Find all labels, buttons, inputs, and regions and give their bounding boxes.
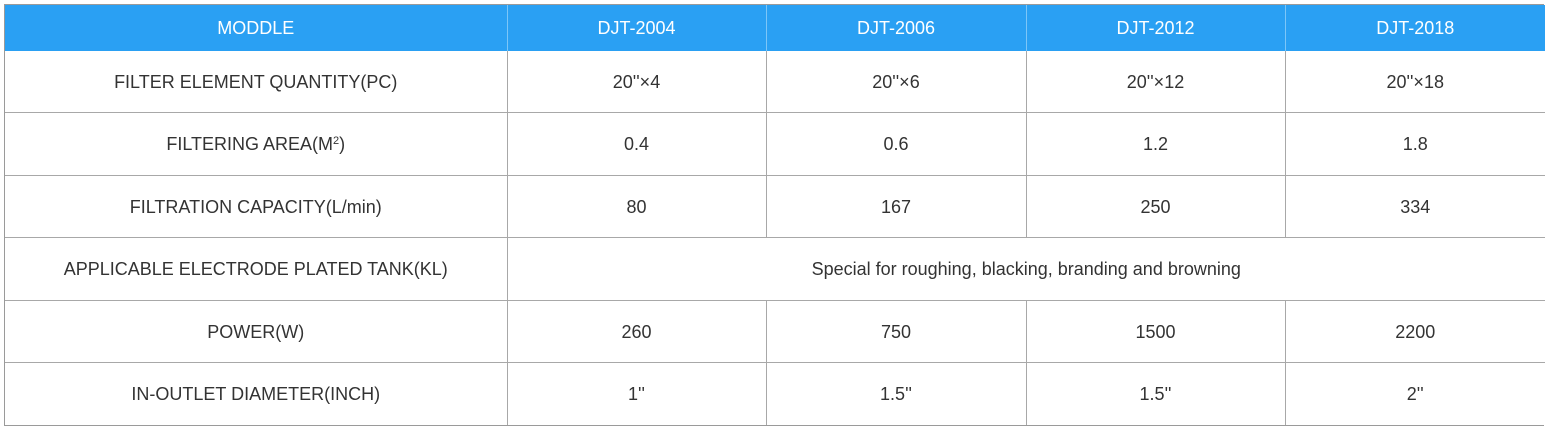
table-header-row: MODDLE DJT-2004 DJT-2006 DJT-2012 DJT-20…	[5, 5, 1545, 51]
row-label: FILTRATION CAPACITY(L/min)	[5, 174, 508, 239]
row-label-main: FILTERING AREA(M	[166, 134, 334, 155]
row-label: FILTER ELEMENT QUANTITY(PC)	[5, 51, 508, 114]
table-cell: 2''	[1284, 362, 1545, 425]
table-cell: 0.4	[506, 112, 767, 176]
table-cell: 20''×12	[1025, 51, 1286, 114]
table-cell: 1.5''	[765, 362, 1027, 425]
row-label: IN-OUTLET DIAMETER(INCH)	[5, 362, 508, 425]
table-cell: 334	[1284, 174, 1545, 239]
header-cell-djt-2012: DJT-2012	[1025, 5, 1286, 51]
table-cell: 20''×18	[1284, 51, 1545, 114]
table-cell: 1''	[506, 362, 767, 425]
table-cell: 0.6	[765, 112, 1027, 176]
header-cell-djt-2004: DJT-2004	[506, 5, 767, 51]
table-cell: 167	[765, 174, 1027, 239]
table-cell: 1.8	[1284, 112, 1545, 176]
table-cell: 20''×6	[765, 51, 1027, 114]
table-cell: 250	[1025, 174, 1286, 239]
header-cell-djt-2018: DJT-2018	[1284, 5, 1545, 51]
table-cell: 750	[765, 299, 1027, 364]
row-label-end: )	[339, 134, 346, 155]
header-cell-model: MODDLE	[5, 5, 508, 51]
table-row: IN-OUTLET DIAMETER(INCH) 1'' 1.5'' 1.5''…	[5, 362, 1545, 425]
table-row: FILTERING AREA(M2) 0.4 0.6 1.2 1.8	[5, 112, 1545, 176]
table-cell: 1.5''	[1025, 362, 1286, 425]
table-cell: 1500	[1025, 299, 1286, 364]
spec-table: MODDLE DJT-2004 DJT-2006 DJT-2012 DJT-20…	[5, 5, 1545, 425]
table-cell: 2200	[1284, 299, 1545, 364]
table-cell: 260	[506, 299, 767, 364]
table-row: FILTER ELEMENT QUANTITY(PC) 20''×4 20''×…	[5, 51, 1545, 114]
spec-table-container: MODDLE DJT-2004 DJT-2006 DJT-2012 DJT-20…	[4, 4, 1545, 426]
row-label-superscript: 2	[333, 135, 340, 148]
row-label: FILTERING AREA(M2)	[5, 112, 508, 176]
row-label: POWER(W)	[5, 299, 508, 364]
merged-cell: Special for roughing, blacking, branding…	[506, 237, 1545, 301]
table-cell: 80	[506, 174, 767, 239]
table-cell: 20''×4	[506, 51, 767, 114]
row-label: APPLICABLE ELECTRODE PLATED TANK(KL)	[5, 237, 508, 301]
table-cell: 1.2	[1025, 112, 1286, 176]
header-cell-djt-2006: DJT-2006	[765, 5, 1027, 51]
table-row: POWER(W) 260 750 1500 2200	[5, 299, 1545, 364]
table-row: FILTRATION CAPACITY(L/min) 80 167 250 33…	[5, 174, 1545, 239]
table-row: APPLICABLE ELECTRODE PLATED TANK(KL) Spe…	[5, 237, 1545, 301]
